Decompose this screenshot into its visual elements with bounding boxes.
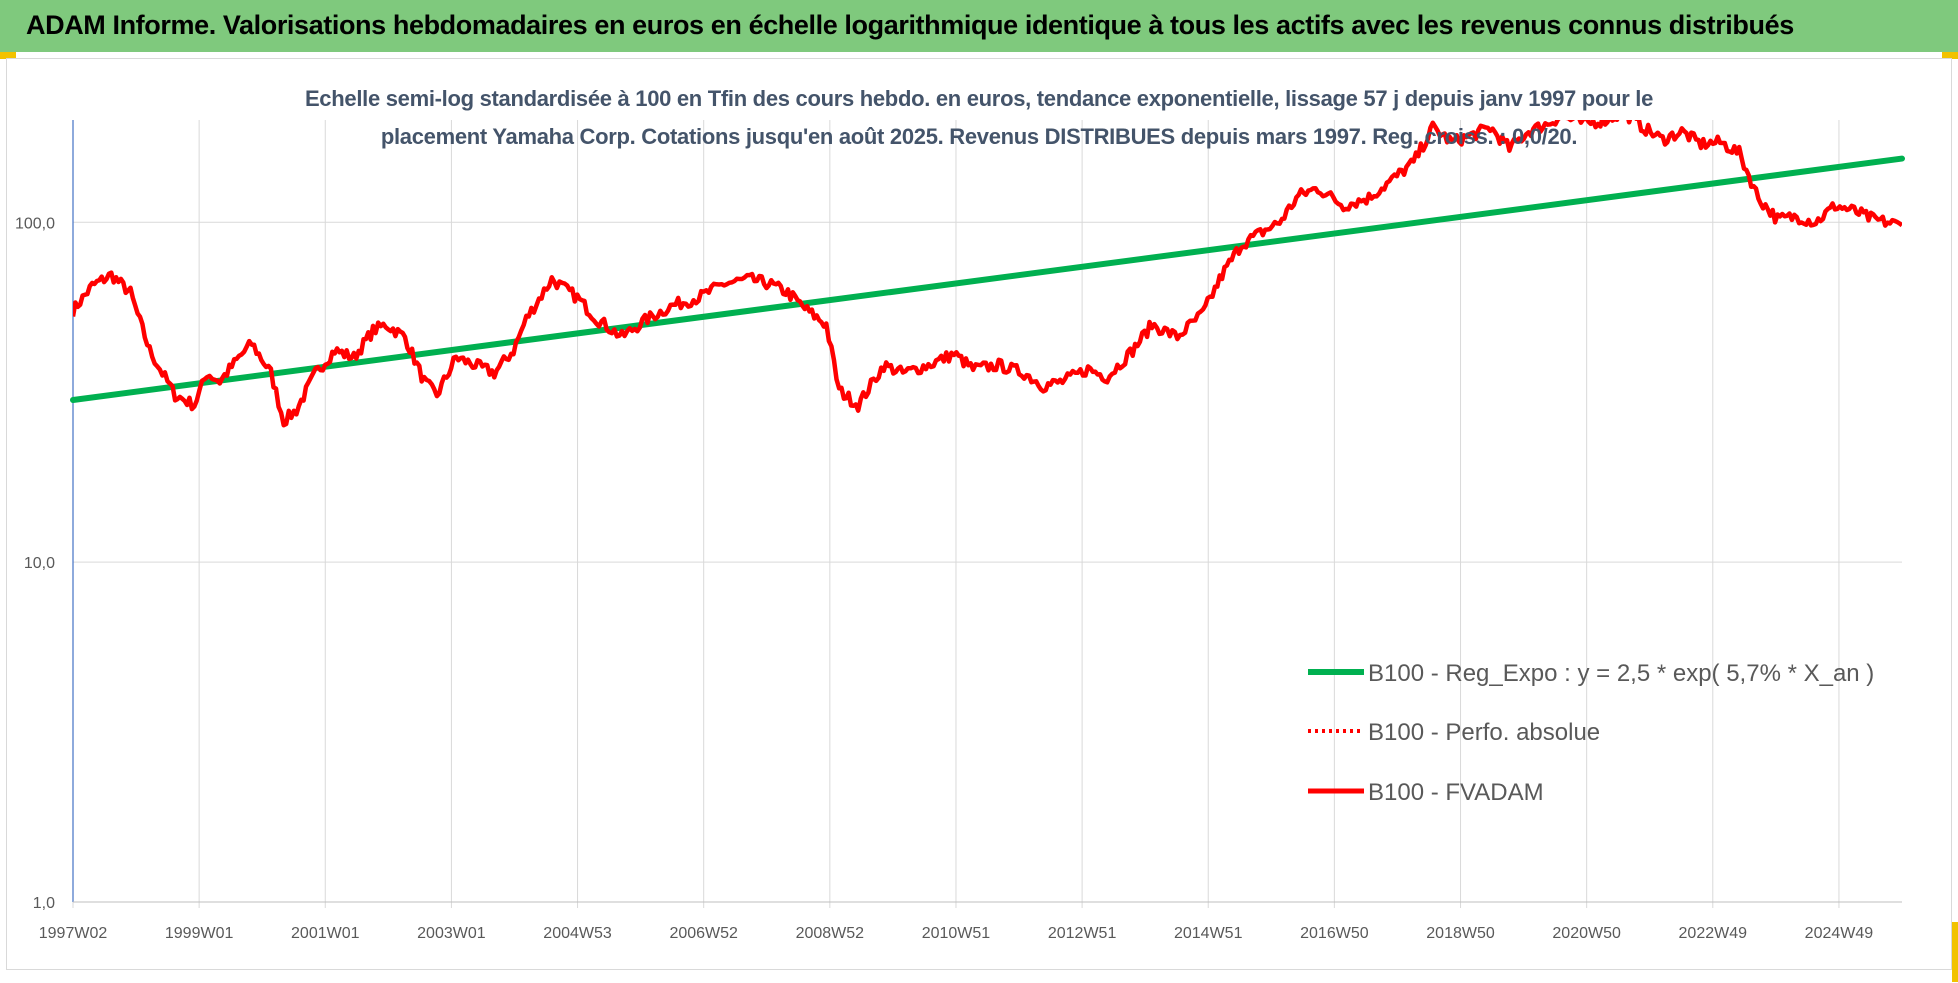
tick-labels: 1,0 10,0 100,0 1997W02 1999W01 2001W01 2003W01… — [15, 215, 1873, 942]
x-tick-label: 2014W51 — [1174, 925, 1243, 942]
axes — [72, 120, 1902, 908]
series-layer — [70, 120, 1905, 428]
x-tick-label: 2018W50 — [1426, 925, 1495, 942]
banner-title: ADAM Informe. Valorisations hebdomadaire… — [26, 10, 1794, 40]
chart-subtitle-line-1: Echelle semi-log standardisée à 100 en T… — [304, 86, 1654, 111]
y-tick-label: 10,0 — [24, 555, 55, 572]
legend-label-1: B100 - Reg_Expo : y = 2,5 * exp( 5,7% * … — [1368, 660, 1874, 687]
x-tick-label: 2020W50 — [1552, 925, 1621, 942]
x-tick-label: 2001W01 — [291, 925, 360, 942]
x-tick-label: 1997W02 — [39, 925, 108, 942]
y-tick-label: 100,0 — [15, 215, 55, 232]
corner-accent-top-right — [1942, 52, 1958, 59]
x-tick-label: 1999W01 — [165, 925, 234, 942]
corner-accent-top-left — [0, 52, 16, 59]
x-tick-label: 2010W51 — [922, 925, 991, 942]
legend-label-3: B100 - FVADAM — [1368, 779, 1544, 806]
banner: ADAM Informe. Valorisations hebdomadaire… — [0, 0, 1958, 52]
x-tick-label: 2022W49 — [1679, 925, 1748, 942]
x-tick-label: 2008W52 — [796, 925, 865, 942]
chart-subtitle-line-2: placement Yamaha Corp. Cotations jusqu'e… — [380, 124, 1578, 149]
x-tick-label: 2024W49 — [1805, 925, 1874, 942]
x-tick-label: 2004W53 — [543, 925, 612, 942]
x-tick-label: 2012W51 — [1048, 925, 1117, 942]
chart-frame — [6, 58, 1952, 970]
trend-line — [70, 155, 1905, 404]
y-tick-label: 1,0 — [33, 895, 55, 912]
legend-label-2: B100 - Perfo. absolue — [1368, 719, 1600, 746]
fvadam-line — [73, 120, 1902, 428]
grid-lines — [73, 120, 1902, 903]
legend: B100 - Reg_Expo : y = 2,5 * exp( 5,7% * … — [1308, 660, 1874, 806]
corner-accent-bottom-right — [1952, 922, 1958, 982]
x-tick-label: 2016W50 — [1300, 925, 1369, 942]
x-tick-label: 2006W52 — [669, 925, 738, 942]
x-tick-label: 2003W01 — [417, 925, 486, 942]
